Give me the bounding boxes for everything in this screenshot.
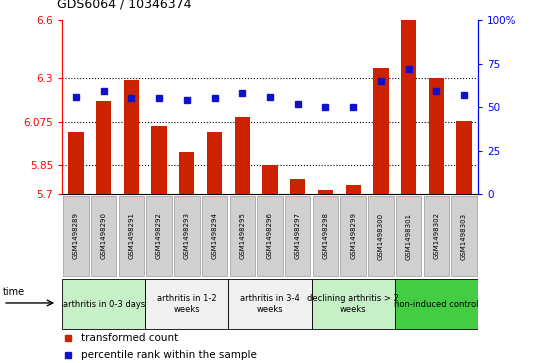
Text: GSM1498294: GSM1498294 <box>212 212 218 260</box>
Text: GSM1498290: GSM1498290 <box>100 212 107 260</box>
Text: GSM1498292: GSM1498292 <box>156 212 162 260</box>
Bar <box>96 101 111 194</box>
Bar <box>62 279 145 329</box>
Text: arthritis in 0-3 days: arthritis in 0-3 days <box>63 299 145 309</box>
Bar <box>340 196 366 276</box>
Text: GSM1498303: GSM1498303 <box>461 212 467 260</box>
Bar <box>202 196 227 276</box>
Text: GSM1498296: GSM1498296 <box>267 212 273 260</box>
Bar <box>262 165 278 194</box>
Bar <box>368 196 394 276</box>
Bar <box>174 196 200 276</box>
Bar <box>124 80 139 194</box>
Text: GSM1498293: GSM1498293 <box>184 212 190 260</box>
Text: time: time <box>3 287 25 297</box>
Bar <box>207 132 222 194</box>
Text: GSM1498295: GSM1498295 <box>239 212 245 260</box>
Bar <box>312 279 395 329</box>
Bar <box>423 196 449 276</box>
Bar <box>429 78 444 194</box>
Text: GDS6064 / 10346374: GDS6064 / 10346374 <box>57 0 191 11</box>
Text: percentile rank within the sample: percentile rank within the sample <box>81 350 256 360</box>
Text: non-induced control: non-induced control <box>394 299 478 309</box>
Bar <box>235 117 250 194</box>
Bar <box>146 196 172 276</box>
Bar <box>285 196 310 276</box>
Text: arthritis in 1-2
weeks: arthritis in 1-2 weeks <box>157 294 217 314</box>
Text: GSM1498300: GSM1498300 <box>378 212 384 260</box>
Text: arthritis in 3-4
weeks: arthritis in 3-4 weeks <box>240 294 300 314</box>
Bar <box>228 279 312 329</box>
Bar <box>152 126 167 194</box>
Bar <box>63 196 89 276</box>
Text: declining arthritis > 2
weeks: declining arthritis > 2 weeks <box>307 294 399 314</box>
Bar <box>451 196 477 276</box>
Bar <box>69 132 84 194</box>
Bar <box>396 196 421 276</box>
Text: GSM1498298: GSM1498298 <box>322 212 328 260</box>
Bar <box>401 20 416 194</box>
Bar <box>179 152 194 194</box>
Bar <box>145 279 228 329</box>
Text: GSM1498297: GSM1498297 <box>295 212 301 260</box>
Bar <box>230 196 255 276</box>
Text: GSM1498289: GSM1498289 <box>73 212 79 260</box>
Text: GSM1498299: GSM1498299 <box>350 212 356 260</box>
Text: GSM1498302: GSM1498302 <box>433 212 440 260</box>
Bar <box>346 184 361 194</box>
Bar <box>257 196 283 276</box>
Bar <box>313 196 338 276</box>
Bar <box>456 121 471 194</box>
Bar <box>290 179 305 194</box>
Text: GSM1498301: GSM1498301 <box>406 212 411 260</box>
Text: transformed count: transformed count <box>81 333 178 343</box>
Text: GSM1498291: GSM1498291 <box>129 212 134 260</box>
Bar <box>91 196 117 276</box>
Bar <box>318 190 333 194</box>
Bar <box>395 279 478 329</box>
Bar <box>373 68 388 194</box>
Bar <box>119 196 144 276</box>
